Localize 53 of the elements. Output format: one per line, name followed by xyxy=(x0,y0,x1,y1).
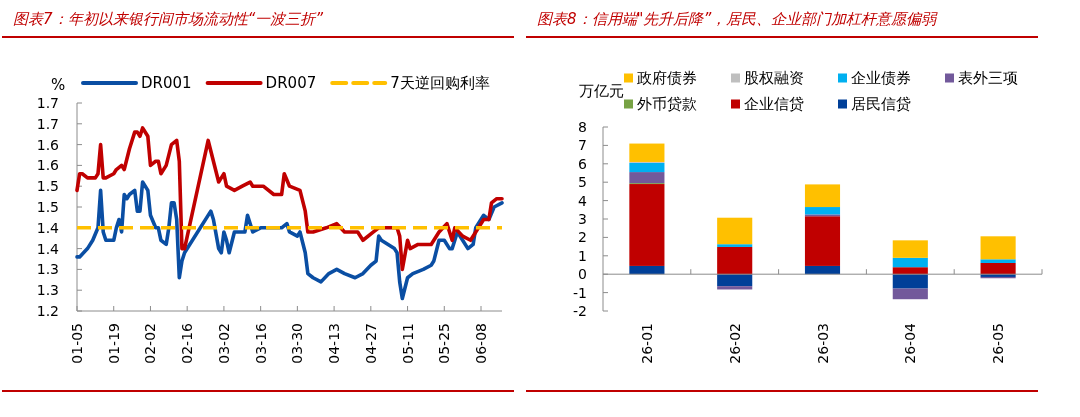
legend-label: 企业信贷 xyxy=(744,95,804,113)
ytick: 1.7 xyxy=(36,95,59,111)
ytick: 1.6 xyxy=(36,157,59,174)
xtick: 06-08 xyxy=(473,323,489,364)
ytick: 0 xyxy=(578,266,587,283)
legend-label: 政府债券 xyxy=(637,69,697,87)
xtick: 04-13 xyxy=(326,323,343,364)
legend-label: 7天逆回购利率 xyxy=(390,74,490,92)
xtick: 26-03 xyxy=(814,323,831,364)
ylabel: % xyxy=(51,76,66,94)
ytick: 4 xyxy=(578,192,587,209)
ytick: 5 xyxy=(578,174,587,191)
legend-label: 外币贷款 xyxy=(637,95,697,113)
legend-label: DR007 xyxy=(265,74,317,92)
legend-label: DR001 xyxy=(141,74,192,92)
ytick: 8 xyxy=(578,119,587,135)
xtick: 26-01 xyxy=(638,323,655,364)
xtick: 05-25 xyxy=(436,323,453,364)
xtick: 26-05 xyxy=(990,323,1007,364)
xtick: 04-27 xyxy=(362,323,379,364)
title: 图表8：信用端"先升后降”，居民、企业部门加杠杆意愿偏弱 xyxy=(537,10,937,28)
ytick: 1.2 xyxy=(36,303,59,319)
legend-label: 表外三项 xyxy=(958,69,1018,87)
legend-label: 企业债券 xyxy=(851,69,911,87)
ytick: 1.4 xyxy=(36,219,59,236)
ytick: 7 xyxy=(578,137,587,154)
ytick: 1.7 xyxy=(36,115,59,132)
ytick: 6 xyxy=(578,155,587,172)
legend-label: 居民信贷 xyxy=(851,95,911,113)
ytick: 1.5 xyxy=(36,199,59,215)
ytick: 1.5 xyxy=(36,178,59,195)
ytick: 1 xyxy=(578,247,587,264)
legend-label: 股权融资 xyxy=(744,69,804,87)
xtick: 01-19 xyxy=(105,323,122,364)
ytick: -1 xyxy=(573,284,587,301)
title: 图表7：年初以来银行间市场流动性“一波三折” xyxy=(13,10,324,28)
ytick: 1.3 xyxy=(36,282,59,299)
ytick: 1.4 xyxy=(36,240,59,257)
ylabel: 万亿元 xyxy=(579,82,624,100)
xtick: 02-02 xyxy=(142,323,159,364)
xtick: 03-16 xyxy=(252,323,269,364)
ytick: 1.3 xyxy=(36,261,59,278)
ytick: 3 xyxy=(578,211,587,227)
xtick: 03-02 xyxy=(215,323,232,364)
xtick: 26-04 xyxy=(902,323,919,364)
ytick: 1.6 xyxy=(36,136,59,153)
xtick: 02-16 xyxy=(179,323,196,364)
xtick: 03-30 xyxy=(289,323,306,364)
xtick: 26-02 xyxy=(726,323,743,364)
xtick: 01-05 xyxy=(69,323,85,364)
ytick: 2 xyxy=(578,229,587,246)
xtick: 05-11 xyxy=(399,323,416,364)
ytick: -2 xyxy=(573,303,587,319)
